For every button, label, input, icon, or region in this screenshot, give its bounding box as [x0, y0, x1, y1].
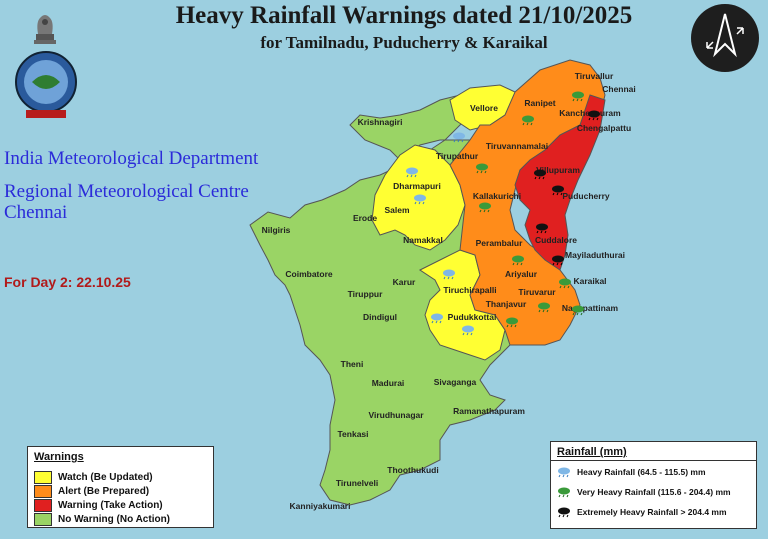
- cloud-blue-rain-icon: [431, 313, 443, 324]
- district-label: Salem: [384, 205, 410, 215]
- district-label: Mayiladuthurai: [565, 250, 625, 260]
- warnings-legend-title: Warnings: [34, 451, 84, 463]
- district-label: Tirupathur: [435, 151, 479, 161]
- district-label: Kallakurichi: [472, 191, 522, 201]
- no-warning-swatch: [34, 513, 52, 526]
- cloud-green-rain-icon: [538, 302, 550, 313]
- cloud-green-rain-icon: [506, 317, 518, 328]
- district-label: Sivaganga: [433, 377, 477, 387]
- cloud-green-rain-icon: [512, 255, 524, 266]
- district-label: Tiruchirapalli: [443, 285, 497, 295]
- rainfall-label: Extremely Heavy Rainfall > 204.4 mm: [577, 507, 727, 517]
- rainfall-legend: Rainfall (mm) Heavy Rainfall (64.5 - 115…: [550, 441, 757, 529]
- district-label: Krishnagiri: [357, 117, 403, 127]
- district-label: Nilgiris: [261, 225, 291, 235]
- district-label: Tiruvallur: [574, 71, 614, 81]
- legend-label: Warning (Take Action): [58, 500, 163, 511]
- district-label: Thoothukudi: [387, 465, 439, 475]
- legend-item-alert: Alert (Be Prepared): [34, 485, 149, 498]
- cloud-green-rain-icon: [476, 163, 488, 174]
- district-label: Ramanathapuram: [453, 406, 525, 416]
- district-label: Vellore: [470, 103, 498, 113]
- cloud-blue-rain-icon: [406, 167, 418, 178]
- district-label: Cuddalore: [534, 235, 578, 245]
- day-label: For Day 2: 22.10.25: [4, 274, 131, 290]
- rainfall-label: Heavy Rainfall (64.5 - 115.5) mm: [577, 467, 706, 477]
- cloud-black-rain-icon: [552, 185, 564, 196]
- compass-button[interactable]: [691, 4, 759, 72]
- org-line-2: Regional Meteorological Centre: [4, 181, 249, 202]
- legend-label: Watch (Be Updated): [58, 472, 153, 483]
- district-label: Theni: [340, 359, 364, 369]
- warnings-legend: Warnings Watch (Be Updated) Alert (Be Pr…: [27, 446, 214, 528]
- cloud-black-rain-icon: [558, 507, 570, 518]
- national-emblem-icon: [34, 15, 56, 44]
- watch-swatch: [34, 471, 52, 484]
- cloud-green-rain-icon: [572, 91, 584, 102]
- cloud-blue-rain-icon: [414, 194, 426, 205]
- compass-icon: [706, 13, 744, 58]
- district-label: Dharmapuri: [393, 181, 441, 191]
- district-label: Coimbatore: [285, 269, 333, 279]
- district-label: Perambalur: [475, 238, 523, 248]
- cloud-blue-rain-icon: [453, 132, 465, 143]
- cloud-green-rain-icon: [572, 305, 584, 316]
- rainfall-item-extremely-heavy: Extremely Heavy Rainfall > 204.4 mm: [557, 506, 727, 518]
- legend-item-watch: Watch (Be Updated): [34, 471, 153, 484]
- cloud-black-rain-icon: [534, 169, 546, 180]
- district-label: Dindigul: [363, 312, 397, 322]
- district-label: Tiruvarur: [518, 287, 556, 297]
- warning-swatch: [34, 499, 52, 512]
- rainfall-item-heavy: Heavy Rainfall (64.5 - 115.5) mm: [557, 466, 706, 478]
- district-label: Karaikal: [573, 276, 607, 286]
- imd-logo-icon: [15, 51, 77, 118]
- district-label: Tiruppur: [347, 289, 383, 299]
- cloud-green-rain-icon: [479, 202, 491, 213]
- district-label: Puducherry: [562, 191, 610, 201]
- district-label: Karur: [392, 277, 416, 287]
- district-label: Namakkal: [403, 235, 443, 245]
- cloud-blue-rain-icon: [443, 269, 455, 280]
- district-label: Kanniyakumari: [289, 501, 351, 511]
- district-label: Chengalpattu: [576, 123, 632, 133]
- district-label: Villupuram: [536, 165, 580, 175]
- legend-label: Alert (Be Prepared): [58, 486, 150, 497]
- org-line-1: India Meteorological Department: [4, 148, 259, 169]
- rainfall-label: Very Heavy Rainfall (115.6 - 204.4) mm: [577, 487, 731, 497]
- district-label: Tirunelveli: [335, 478, 379, 488]
- district-label: Virudhunagar: [368, 410, 424, 420]
- map-title: Heavy Rainfall Warnings dated 21/10/2025: [175, 2, 633, 29]
- legend-item-warning: Warning (Take Action): [34, 499, 163, 512]
- district-label: Tiruvannamalai: [485, 141, 549, 151]
- cloud-black-rain-icon: [552, 255, 564, 266]
- org-line-3: Chennai: [4, 202, 68, 223]
- legend-item-no-warning: No Warning (No Action): [34, 513, 170, 526]
- district-label: Erode: [352, 213, 378, 223]
- district-label: Nagapattinam: [561, 303, 619, 313]
- cloud-black-rain-icon: [536, 223, 548, 234]
- district-label: Chennai: [602, 84, 636, 94]
- rainfall-legend-title: Rainfall (mm): [557, 446, 627, 458]
- district-label: Ranipet: [524, 98, 556, 108]
- cloud-green-rain-icon: [522, 115, 534, 126]
- cloud-green-rain-icon: [558, 487, 570, 498]
- cloud-black-rain-icon: [588, 110, 600, 121]
- cloud-blue-rain-icon: [462, 325, 474, 336]
- district-label: Madurai: [371, 378, 405, 388]
- legend-label: No Warning (No Action): [58, 514, 171, 525]
- district-label: Tenkasi: [337, 429, 369, 439]
- cloud-blue-rain-icon: [558, 467, 570, 478]
- alert-swatch: [34, 485, 52, 498]
- district-label: Thanjavur: [485, 299, 527, 309]
- map-subtitle: for Tamilnadu, Puducherry & Karaikal: [260, 33, 548, 52]
- district-label: Pudukkottai: [447, 312, 497, 322]
- cloud-green-rain-icon: [559, 278, 571, 289]
- rainfall-item-very-heavy: Very Heavy Rainfall (115.6 - 204.4) mm: [557, 486, 731, 498]
- district-label: Ariyalur: [504, 269, 538, 279]
